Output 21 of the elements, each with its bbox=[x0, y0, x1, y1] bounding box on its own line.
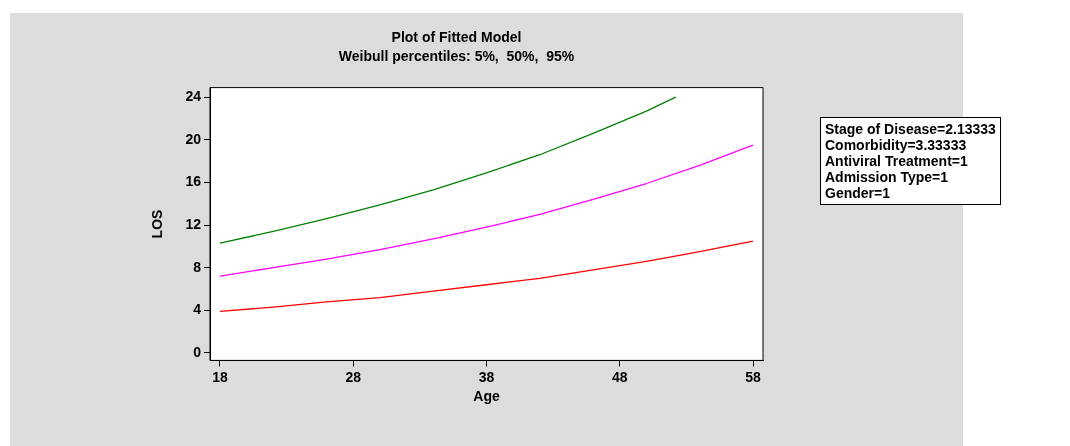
text: Admission Type=1 bbox=[825, 169, 950, 185]
y-tick-label: 16 bbox=[185, 173, 202, 190]
x-tick-label: 28 bbox=[345, 368, 362, 385]
chart-subtitle: Weibull percentiles: 5%, 50%, 95% bbox=[338, 48, 575, 65]
y-tick-label: 20 bbox=[185, 130, 202, 147]
chart-title: Plot of Fitted Model bbox=[391, 29, 522, 46]
text: Stage of Disease=2.13333 bbox=[825, 121, 996, 137]
y-tick-label: 24 bbox=[185, 88, 202, 105]
y-tick-label: 8 bbox=[193, 258, 202, 275]
y-tick-label: 4 bbox=[193, 301, 202, 318]
y-tick-label: 12 bbox=[185, 215, 202, 232]
x-tick-label: 48 bbox=[611, 368, 628, 385]
y-axis-title: LOS bbox=[149, 209, 166, 239]
text: Comorbidity=3.33333 bbox=[825, 137, 968, 153]
text: Antiviral Treatment=1 bbox=[825, 153, 969, 169]
x-axis-title: Age bbox=[473, 388, 500, 405]
y-tick-label: 0 bbox=[193, 343, 202, 360]
x-tick-label: 58 bbox=[745, 368, 761, 385]
x-tick-label: 18 bbox=[212, 368, 228, 385]
text: Gender=1 bbox=[825, 185, 891, 201]
x-tick-label: 38 bbox=[478, 368, 495, 385]
